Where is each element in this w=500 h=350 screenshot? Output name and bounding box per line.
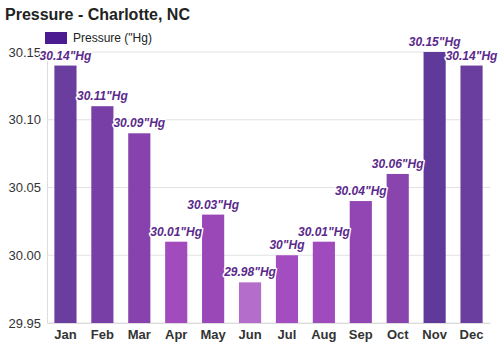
data-label: 30.14"Hg: [446, 49, 498, 63]
chart-svg: Pressure - Charlotte, NC29.9530.0030.053…: [0, 0, 500, 350]
data-label: 30.06"Hg: [372, 157, 424, 171]
legend-label: Pressure ("Hg): [73, 31, 152, 45]
y-axis-line: [47, 53, 48, 324]
data-label: 30.01"Hg: [298, 225, 350, 239]
y-tick-label: 30.10: [8, 112, 41, 127]
legend-swatch: [45, 32, 67, 44]
bar: [276, 255, 298, 323]
data-label: 30.03"Hg: [187, 198, 239, 212]
data-label: 30.04"Hg: [335, 184, 387, 198]
x-tick: Aug: [311, 323, 336, 342]
chart-container: Pressure - Charlotte, NC29.9530.0030.053…: [0, 0, 500, 350]
y-tick-label: 30.15: [8, 45, 41, 60]
bars: [54, 52, 482, 323]
data-label: 30"Hg: [269, 238, 305, 252]
bar: [424, 52, 446, 323]
x-tick: Jun: [238, 323, 261, 342]
x-tick-label: Oct: [387, 327, 409, 342]
y-tick-label: 30.05: [8, 180, 41, 195]
x-tick: Oct: [387, 323, 409, 342]
y-tick-label: 29.95: [8, 316, 41, 331]
x-axis-line: [48, 323, 491, 324]
data-label: 30.15"Hg: [409, 35, 461, 49]
x-tick: Sep: [349, 323, 373, 342]
bar: [165, 242, 187, 323]
x-tick-label: Jul: [278, 327, 297, 342]
data-label: 30.14"Hg: [40, 49, 92, 63]
x-tick-label: Dec: [460, 327, 484, 342]
bar: [350, 201, 372, 323]
chart-title: Pressure - Charlotte, NC: [5, 6, 190, 23]
y-tick-label: 30.00: [8, 248, 41, 263]
x-tick-label: Nov: [422, 327, 447, 342]
x-tick-label: Jan: [54, 327, 76, 342]
x-tick: Nov: [422, 323, 447, 342]
x-tick-label: Mar: [128, 327, 151, 342]
bar: [91, 106, 113, 323]
x-axis: Jan Feb Mar Apr May Jun Jul Aug Sep Oct Nov Dec: [48, 323, 491, 342]
data-labels: 30.14"Hg 30.11"Hg 30.09"Hg 30.01"Hg 30.03"Hg…: [40, 35, 498, 279]
y-tick: 30.05: [8, 180, 47, 195]
x-tick: Jul: [278, 323, 297, 342]
x-tick-label: Aug: [311, 327, 336, 342]
x-tick: Dec: [460, 323, 484, 342]
y-tick: 30.00: [8, 248, 47, 263]
x-tick: Feb: [91, 323, 114, 342]
legend: Pressure ("Hg): [45, 31, 152, 45]
bar: [460, 66, 482, 323]
x-tick-label: Sep: [349, 327, 373, 342]
x-tick-label: May: [200, 327, 226, 342]
x-tick: Apr: [165, 323, 187, 342]
data-label: 30.11"Hg: [77, 89, 128, 103]
bar: [54, 66, 76, 323]
x-tick: May: [200, 323, 226, 342]
bar: [239, 282, 261, 323]
bar: [128, 133, 150, 323]
x-tick-label: Jun: [238, 327, 261, 342]
data-label: 30.01"Hg: [150, 225, 202, 239]
grid: [47, 52, 490, 323]
y-tick: 29.95: [8, 316, 47, 331]
data-label: 29.98"Hg: [223, 265, 276, 279]
y-axis: 29.95 30.00 30.05 30.10 30.15: [8, 45, 47, 331]
y-tick: 30.10: [8, 112, 47, 127]
x-tick: Mar: [128, 323, 151, 342]
x-tick: Jan: [54, 323, 76, 342]
data-label: 30.09"Hg: [113, 116, 165, 130]
x-tick-label: Feb: [91, 327, 114, 342]
bar: [313, 242, 335, 323]
bar: [387, 174, 409, 323]
x-tick-label: Apr: [165, 327, 187, 342]
bar: [202, 215, 224, 323]
plot: 29.95 30.00 30.05 30.10 30.15 Jan Feb Mar Apr May…: [8, 35, 498, 342]
